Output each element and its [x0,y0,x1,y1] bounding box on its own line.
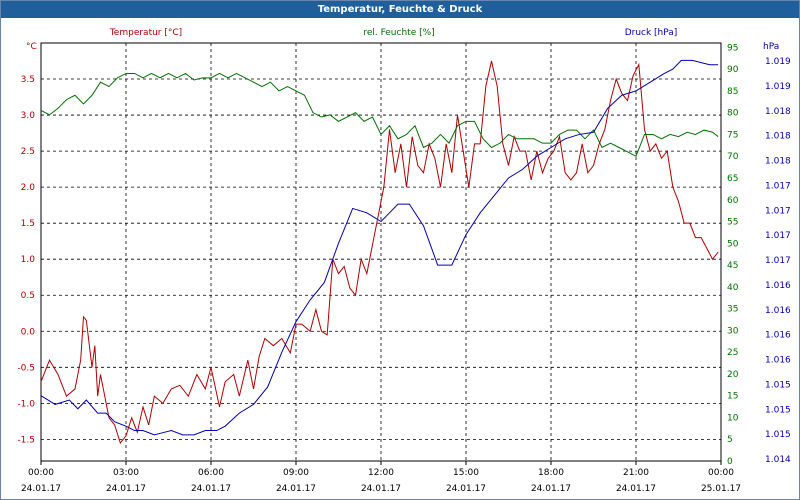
pressure-tick-label: 1.015 [765,405,791,415]
temp-tick-label: 3.5 [21,75,35,85]
x-tick-date: 24.01.17 [191,484,231,494]
temp-tick-label: 3.0 [21,111,36,121]
humidity-tick-label: 20 [727,370,739,380]
humidity-tick-label: 70 [727,152,739,162]
humidity-tick-label: 65 [727,174,738,184]
pressure-tick-label: 1.016 [765,331,791,341]
pressure-tick-label: 1.015 [765,430,791,440]
x-tick-date: 24.01.17 [446,484,486,494]
series-line-hum [40,72,719,157]
pressure-tick-label: 1.018 [765,157,791,167]
pressure-series-label: Druck [hPa] [625,28,678,38]
x-tick-time: 21:00 [623,468,649,478]
temp-tick-label: -0.5 [17,363,35,373]
temp-tick-label: -1.5 [17,435,35,445]
temp-tick-label: 2.0 [21,183,36,193]
humidity-tick-label: 5 [727,435,733,445]
pressure-unit-label: hPa [763,42,779,52]
x-tick-date: 24.01.17 [106,484,146,494]
x-tick-date: 25.01.17 [701,484,741,494]
pressure-tick-label: 1.017 [765,256,791,266]
x-tick-time: 09:00 [283,468,309,478]
temp-unit-label: °C [26,42,37,52]
chart-title: Temperatur, Feuchte & Druck [1,1,799,18]
humidity-tick-label: 95 [727,43,738,53]
pressure-tick-label: 1.015 [765,380,791,390]
humidity-tick-label: 85 [727,87,738,97]
pressure-tick-label: 1.018 [765,107,791,117]
x-tick-time: 18:00 [538,468,564,478]
humidity-tick-label: 90 [727,65,739,75]
humidity-tick-label: 45 [727,261,738,271]
humidity-tick-label: 50 [727,239,739,249]
x-tick-time: 00:00 [28,468,54,478]
pressure-tick-label: 1.017 [765,181,791,191]
chart-plot: 3.5 3.0 2.5 2.0 1.5 1.0 0.5 0.0 -0.5 -1.0 -1.5 00:0… [17,28,791,494]
humidity-tick-label: 40 [727,283,739,293]
x-tick-time: 15:00 [453,468,479,478]
x-tick-time: 06:00 [198,468,224,478]
temp-tick-label: 1.0 [21,255,36,265]
temp-tick-label: 0.0 [21,327,36,337]
x-tick-time: 00:00 [708,468,734,478]
x-tick-date: 24.01.17 [21,484,61,494]
series-line-press [40,59,719,436]
pressure-tick-label: 1.017 [765,206,791,216]
humidity-tick-label: 15 [727,392,738,402]
x-tick-date: 24.01.17 [616,484,656,494]
pressure-tick-label: 1.017 [765,231,791,241]
pressure-tick-label: 1.018 [765,132,791,142]
humidity-tick-label: 0 [727,457,733,467]
temp-series-label: Temperatur [°C] [109,28,182,38]
humidity-tick-label: 25 [727,348,738,358]
humidity-tick-label: 80 [727,109,739,119]
humidity-tick-label: 10 [727,413,739,423]
x-tick-date: 24.01.17 [531,484,571,494]
series-line-temp [40,60,719,445]
pressure-tick-label: 1.016 [765,356,791,366]
x-tick-date: 24.01.17 [361,484,401,494]
pressure-tick-label: 1.019 [765,57,791,67]
temp-tick-label: 2.5 [21,147,35,157]
x-tick-time: 03:00 [113,468,139,478]
temp-tick-label: 1.5 [21,219,35,229]
x-tick-time: 12:00 [368,468,394,478]
pressure-tick-label: 1.016 [765,281,791,291]
humidity-tick-label: 75 [727,130,738,140]
humidity-tick-label: 35 [727,305,738,315]
humidity-tick-label: 30 [727,326,739,336]
x-tick-date: 24.01.17 [276,484,316,494]
pressure-tick-label: 1.019 [765,82,791,92]
temp-tick-label: -1.0 [17,399,35,409]
pressure-tick-label: 1.016 [765,306,791,316]
pressure-tick-label: 1.014 [765,455,791,465]
humidity-tick-label: 60 [727,196,739,206]
humidity-tick-label: 55 [727,218,738,228]
temp-tick-label: 0.5 [21,291,35,301]
humidity-series-label: rel. Feuchte [%] [363,28,434,38]
